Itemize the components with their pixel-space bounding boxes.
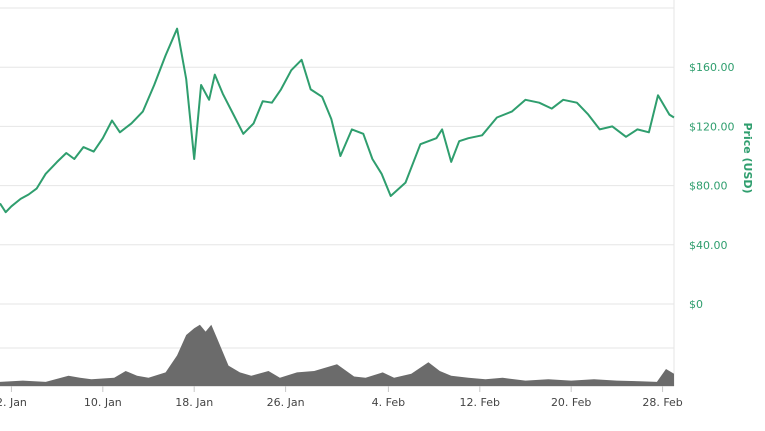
y-tick-label: $160.00 <box>689 61 735 74</box>
x-tick-label: 26. Jan <box>267 396 305 409</box>
y-tick-label: $40.00 <box>689 239 728 252</box>
y-axis-ticks: $0 $40.00 $80.00 $120.00 $160.00 <box>689 61 735 311</box>
price-series <box>0 27 675 214</box>
x-tick-label: 4. Feb <box>372 396 405 409</box>
gridlines <box>0 0 675 387</box>
x-tick-label: 20. Feb <box>551 396 591 409</box>
x-tick-label: 18. Jan <box>175 396 213 409</box>
y-axis-title: Price (USD) <box>741 122 754 193</box>
y-tick-label: $120.00 <box>689 120 735 133</box>
x-axis-ticks: 2. Jan 10. Jan 18. Jan 26. Jan 4. Feb 12. Feb… <box>0 386 683 409</box>
price-line <box>0 27 675 214</box>
y-tick-label: $80.00 <box>689 180 728 193</box>
x-tick-label: 28. Feb <box>642 396 682 409</box>
y-tick-label: $0 <box>689 298 703 311</box>
volume-series <box>0 324 674 386</box>
volume-area <box>0 324 674 386</box>
x-tick-label: 10. Jan <box>84 396 122 409</box>
x-tick-label: 12. Feb <box>460 396 500 409</box>
x-tick-label: 2. Jan <box>0 396 27 409</box>
